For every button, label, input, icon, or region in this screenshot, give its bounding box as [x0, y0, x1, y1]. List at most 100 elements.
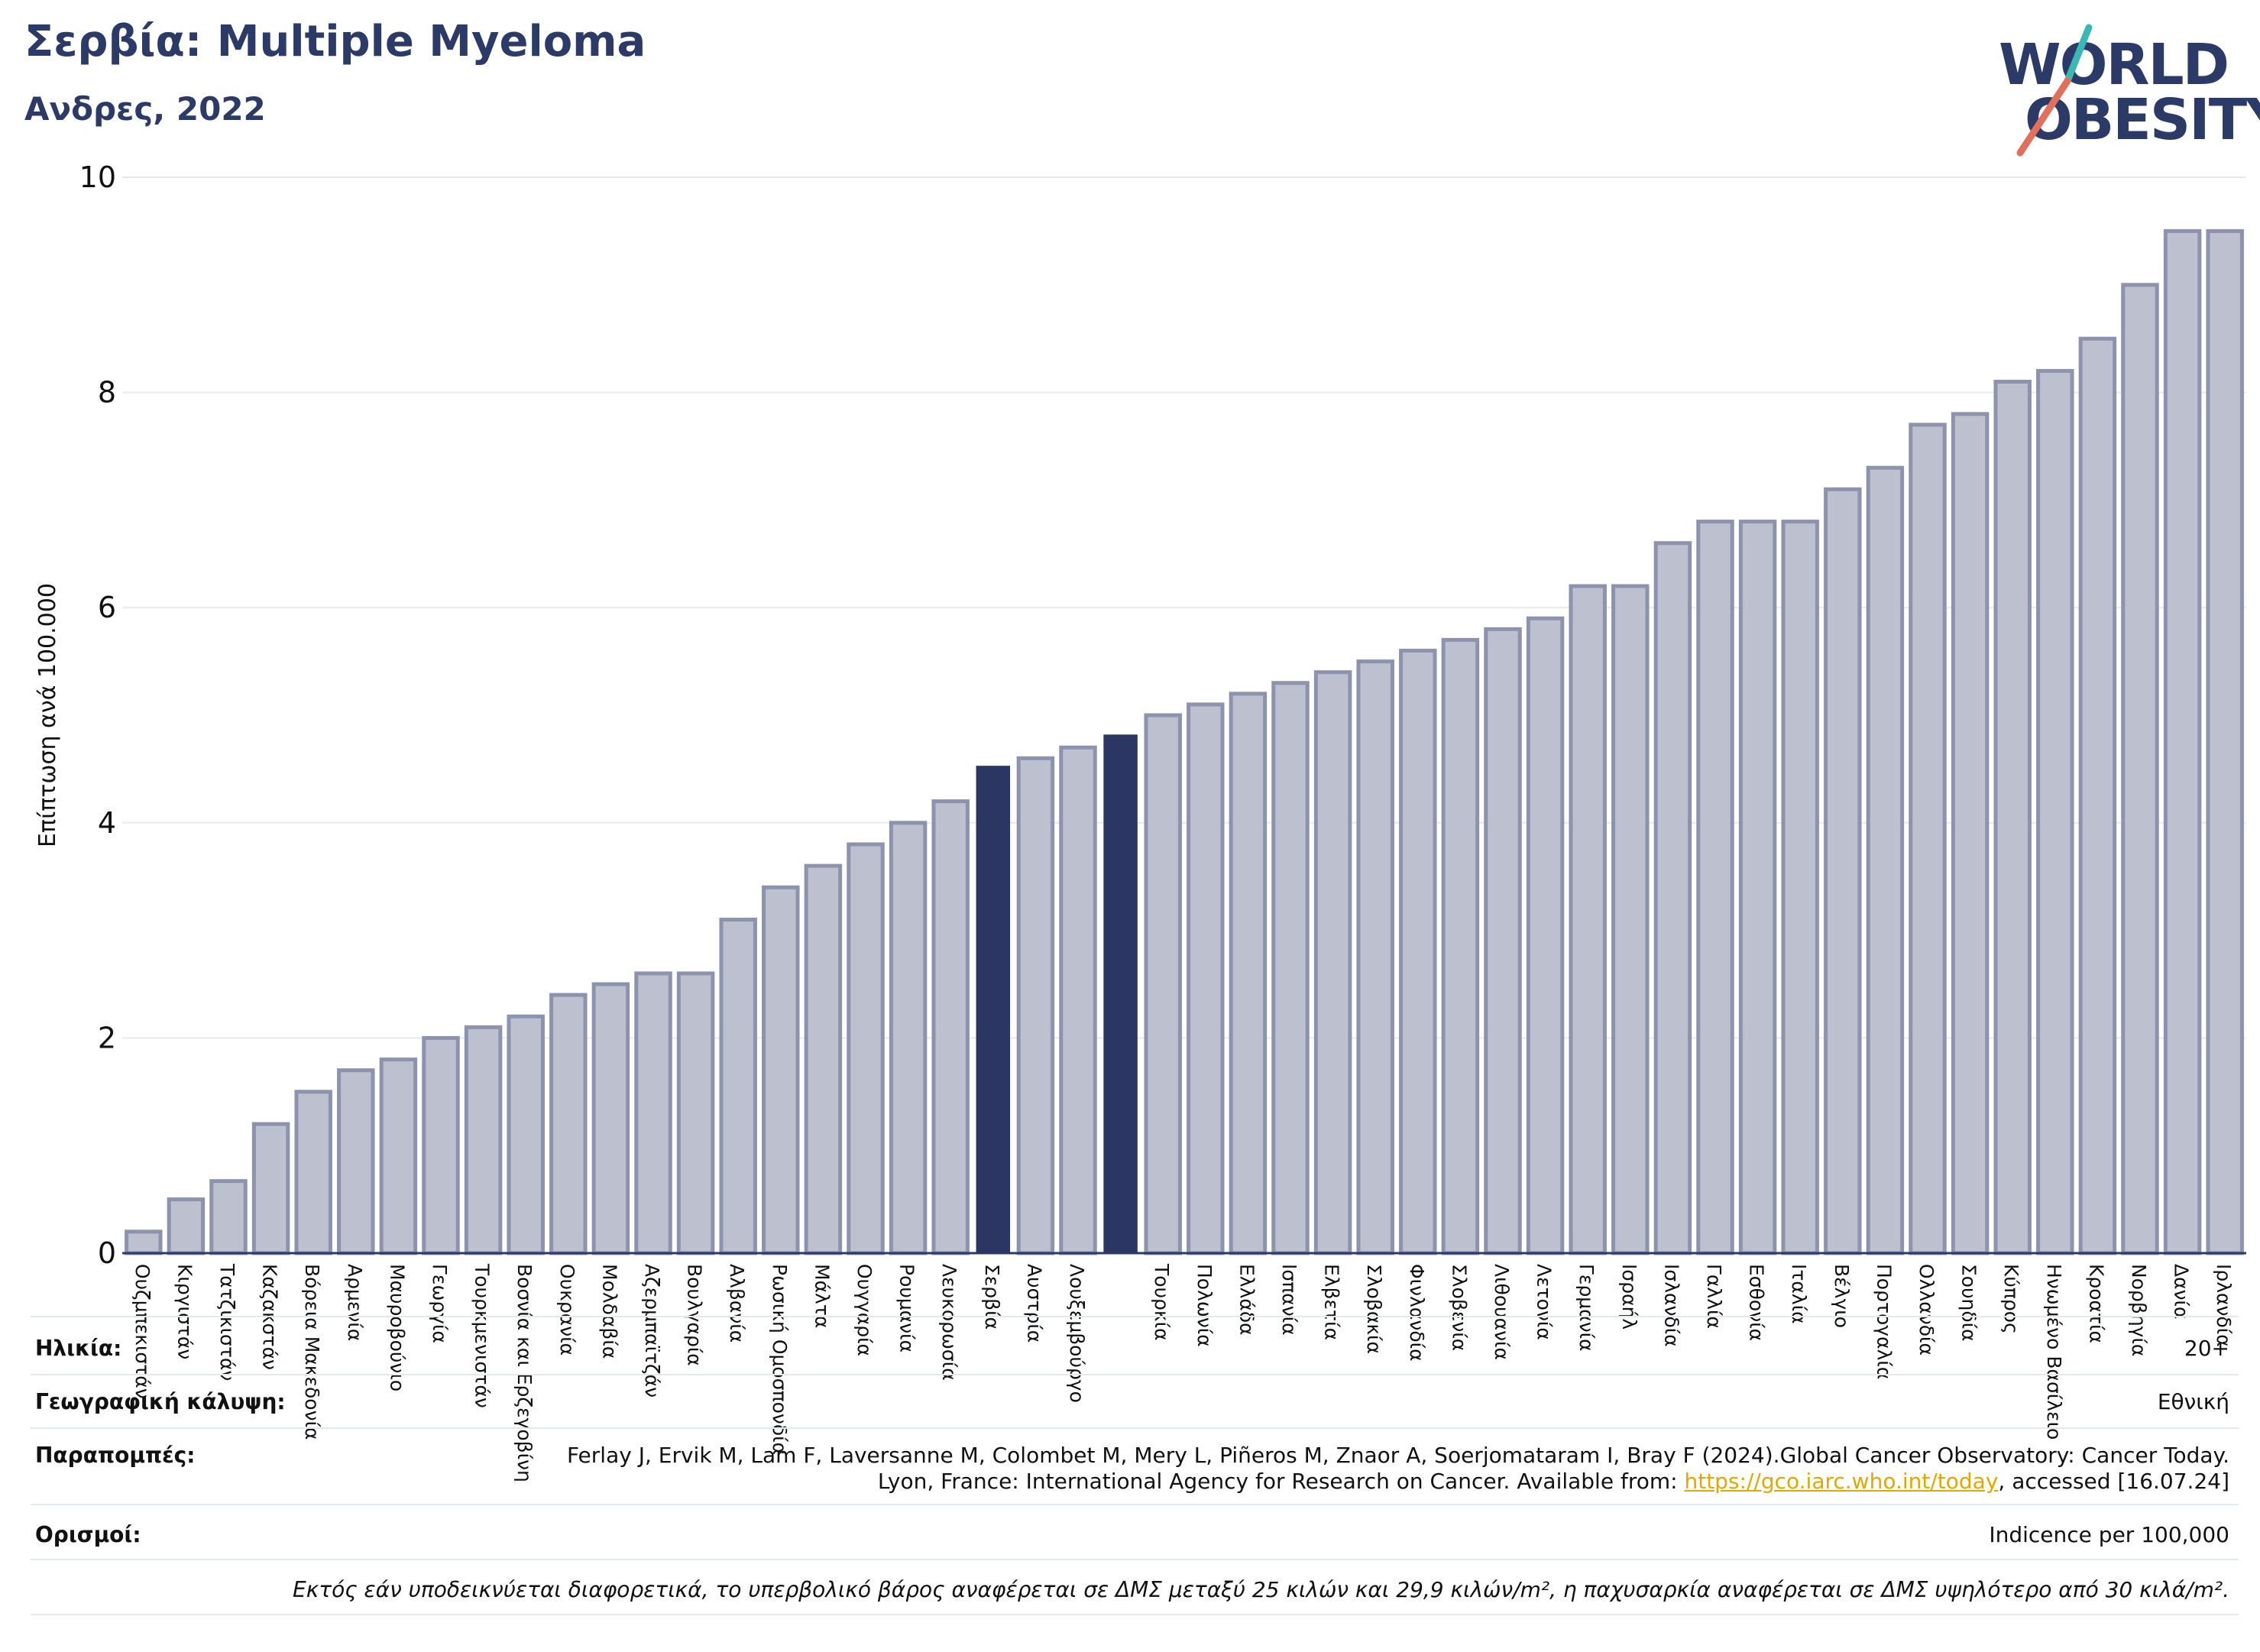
bar: [1144, 713, 1182, 1255]
y-axis-label: Επίπτωση ανά 100.000: [34, 583, 61, 847]
x-tick-label: Αρμενία: [344, 1264, 366, 1341]
age-value: 20+: [2184, 1336, 2229, 1361]
footer-divider: [31, 1316, 2239, 1317]
x-tick-label: Ρουμανία: [896, 1264, 918, 1352]
y-tick-label: 10: [79, 160, 116, 194]
bar: [1909, 423, 1947, 1255]
x-tick-label: Ρωσική Ομοσπονδία: [769, 1264, 791, 1455]
x-tick-label: Βέλγιο: [1831, 1264, 1853, 1328]
bar: [464, 1025, 503, 1255]
bar: [1441, 637, 1480, 1255]
references-text: Ferlay J, Ervik M, Lam F, Laversanne M, …: [549, 1443, 2229, 1495]
x-tick-label: Ιταλία: [1788, 1264, 1810, 1324]
x-tick-label: Σλοβακία: [1363, 1264, 1385, 1354]
x-tick-label: Γερμανία: [1575, 1264, 1598, 1352]
y-tick-label: 8: [98, 376, 116, 410]
x-tick-label: Κύπρος: [2000, 1264, 2022, 1334]
bar: [1611, 584, 1650, 1255]
bar: [1569, 584, 1607, 1255]
bar: [1187, 702, 1225, 1255]
bar: [1993, 380, 2032, 1255]
bar: [507, 1014, 545, 1255]
bar: [1738, 520, 1777, 1255]
x-tick-label: Φινλανδία: [1406, 1264, 1428, 1362]
references-link[interactable]: https://gco.iarc.who.int/today: [1684, 1469, 1999, 1494]
x-tick-label: Μαυροβούνιο: [386, 1264, 408, 1391]
bar: [379, 1058, 418, 1255]
x-tick-label: Ελλάδα: [1235, 1264, 1258, 1336]
bar: [1866, 465, 1905, 1255]
bar: [591, 982, 630, 1255]
age-label: Ηλικία:: [35, 1336, 122, 1361]
bar: [337, 1068, 375, 1255]
bar: [251, 1122, 290, 1255]
x-tick-label: Αυστρία: [1023, 1264, 1045, 1343]
references-body: Ferlay J, Ervik M, Lam F, Laversanne M, …: [566, 1443, 2229, 1494]
x-tick-label: Βόρεια Μακεδονία: [301, 1264, 323, 1440]
bar: [1399, 649, 1437, 1255]
x-tick-label: Κιργιστάν: [173, 1264, 196, 1359]
world-obesity-logo: WORLD OBESITY: [1994, 21, 2260, 159]
x-tick-label: Τουρκμενιστάν: [471, 1263, 494, 1408]
x-tick-label: Ισλανδία: [1660, 1264, 1682, 1347]
x-tick-label: Γαλλία: [1703, 1264, 1725, 1329]
logo-text-line1: WORLD: [1999, 32, 2229, 98]
bar: [1313, 670, 1352, 1255]
y-tick-label: 6: [98, 591, 116, 624]
bar: [549, 993, 588, 1255]
footer-divider: [31, 1427, 2239, 1429]
bar: [2206, 228, 2244, 1255]
bar: [1696, 520, 1734, 1255]
x-tick-label: Τατζικιστάν: [216, 1263, 238, 1381]
x-tick-label: Σουηδία: [1958, 1264, 1980, 1342]
definitions-label: Ορισμοί:: [35, 1522, 141, 1547]
bar: [2121, 283, 2159, 1255]
bar: [2078, 336, 2117, 1255]
bar: [804, 863, 843, 1255]
references-accessed: , accessed [16.07.24]: [1998, 1469, 2229, 1494]
x-tick-label: Γεωργία: [429, 1264, 451, 1343]
bar: [1653, 541, 1692, 1255]
x-tick-label: Ολλανδία: [1915, 1264, 1938, 1356]
x-tick-label: Πολωνία: [1193, 1264, 1216, 1347]
x-tick-label: Εσθονία: [1746, 1264, 1768, 1341]
bar: [1229, 692, 1268, 1255]
bar: [1016, 756, 1055, 1255]
x-tick-label: Λετονία: [1533, 1264, 1556, 1340]
footer-divider: [31, 1374, 2239, 1375]
footer-divider: [31, 1559, 2239, 1560]
bar-highlight: [1103, 734, 1138, 1253]
x-tick-label: Δανία: [2171, 1264, 2193, 1320]
bar: [209, 1179, 248, 1255]
bar: [2163, 228, 2202, 1255]
bar: [1951, 412, 1990, 1255]
bar: [1271, 681, 1310, 1255]
bar: [422, 1035, 460, 1255]
bar: [931, 799, 970, 1255]
x-tick-label: Λευκορωσία: [938, 1264, 960, 1381]
footer-divider: [31, 1614, 2239, 1615]
bar: [1781, 520, 1819, 1255]
page-title: Σερβία: Multiple Myeloma: [24, 17, 646, 66]
x-tick-label: Λιθουανία: [1491, 1264, 1513, 1360]
y-tick-label: 2: [98, 1021, 116, 1054]
coverage-value: Εθνική: [2157, 1389, 2229, 1414]
logo-slash-icon: [2016, 24, 2093, 157]
bar: [294, 1090, 332, 1255]
bar-highlight: [976, 766, 1011, 1253]
x-tick-label: Αλβανία: [726, 1264, 748, 1343]
bar: [676, 971, 715, 1255]
page-subtitle: Ανδρες, 2022: [24, 90, 266, 128]
x-tick-label: Ουζμπεκιστάν: [131, 1264, 154, 1399]
definitions-value: Indicence per 100,000: [1989, 1522, 2229, 1547]
x-tick-label: Ουγγαρία: [853, 1264, 876, 1356]
bar: [1824, 487, 1862, 1255]
bar: [1356, 659, 1394, 1255]
x-tick-label: Ισπανία: [1278, 1264, 1300, 1336]
bar: [847, 842, 885, 1255]
x-tick-label: Τουρκία: [1151, 1263, 1173, 1341]
x-tick-label: Ελβετία: [1321, 1264, 1343, 1340]
bar: [634, 971, 672, 1255]
x-tick-label: Πορτογαλία: [1873, 1264, 1895, 1379]
